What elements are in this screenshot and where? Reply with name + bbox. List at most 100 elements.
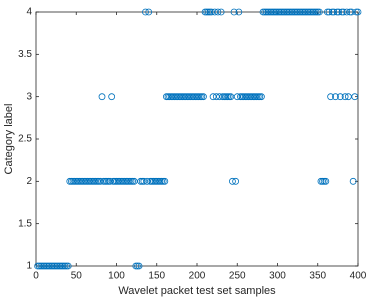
data-point (325, 8, 333, 16)
data-point (249, 93, 257, 101)
data-point (148, 177, 156, 185)
data-point (51, 262, 59, 270)
data-point (225, 93, 233, 101)
data-point (124, 177, 132, 185)
data-point (76, 177, 83, 185)
data-point (138, 177, 146, 185)
data-point (219, 93, 227, 101)
data-point (37, 262, 45, 270)
data-point (87, 177, 95, 185)
x-tick-label: 100 (108, 271, 125, 282)
data-point (53, 262, 61, 270)
data-point (227, 93, 235, 101)
data-point (241, 93, 249, 101)
data-point (50, 262, 58, 270)
data-point (327, 93, 335, 101)
data-point (185, 93, 193, 101)
data-point (330, 8, 338, 16)
data-point (158, 177, 165, 185)
data-point (272, 8, 280, 16)
data-point (291, 8, 299, 16)
y-tick-label: 2.5 (18, 134, 32, 145)
data-point (264, 8, 272, 16)
data-point (266, 8, 273, 16)
data-point (177, 93, 185, 101)
data-point (285, 8, 293, 16)
data-point (253, 93, 260, 101)
data-point (98, 93, 106, 101)
data-point (354, 8, 362, 16)
data-point (195, 93, 203, 101)
data-point (85, 177, 93, 185)
data-point (150, 177, 157, 185)
data-point (206, 8, 214, 16)
x-tick-label: 400 (350, 271, 367, 282)
plot-area (35, 11, 359, 267)
data-point (116, 177, 124, 185)
data-point (251, 93, 259, 101)
data-point (179, 93, 186, 101)
data-point (277, 8, 285, 16)
x-tick-label: 150 (148, 271, 165, 282)
x-tick-label: 300 (269, 271, 286, 282)
data-point (324, 8, 331, 16)
y-tick-label: 3.5 (18, 49, 32, 60)
data-point (344, 93, 352, 101)
data-point (262, 8, 270, 16)
data-point (243, 93, 251, 101)
data-point (196, 93, 204, 101)
data-point (59, 262, 67, 270)
data-point (151, 177, 159, 185)
data-point (267, 8, 275, 16)
data-point (343, 8, 351, 16)
x-tick-label: 50 (71, 271, 83, 282)
data-point (314, 8, 322, 16)
data-point (134, 262, 141, 270)
data-point (209, 93, 217, 101)
data-point (167, 93, 175, 101)
data-point (322, 177, 330, 185)
data-point (79, 177, 87, 185)
data-point (286, 8, 294, 16)
data-point (298, 8, 306, 16)
data-point (328, 8, 336, 16)
data-point (175, 93, 183, 101)
data-point (164, 93, 172, 101)
data-point (61, 262, 69, 270)
data-point (145, 8, 153, 16)
data-point (230, 8, 238, 16)
data-point (127, 177, 135, 185)
data-point (68, 177, 75, 185)
data-point (332, 93, 339, 101)
data-point (71, 177, 79, 185)
data-point (238, 93, 246, 101)
data-point (315, 8, 323, 16)
data-point (183, 93, 191, 101)
data-point (45, 262, 53, 270)
data-point (146, 177, 154, 185)
data-point (63, 262, 70, 270)
data-point (129, 177, 137, 185)
data-point (349, 177, 357, 185)
data-point (90, 177, 98, 185)
data-point (42, 262, 50, 270)
data-point (283, 8, 291, 16)
data-point (309, 8, 317, 16)
data-point (191, 93, 199, 101)
data-point (245, 93, 252, 101)
data-point (154, 177, 162, 185)
data-point (82, 177, 90, 185)
data-point (171, 93, 178, 101)
data-point (47, 262, 54, 270)
data-point (103, 177, 111, 185)
data-point (248, 93, 256, 101)
data-point (39, 262, 46, 270)
data-point (108, 93, 116, 101)
data-point (119, 177, 127, 185)
data-point (142, 8, 149, 16)
data-point (352, 8, 360, 16)
data-point (222, 93, 230, 101)
data-point (109, 177, 117, 185)
data-point (84, 177, 91, 185)
